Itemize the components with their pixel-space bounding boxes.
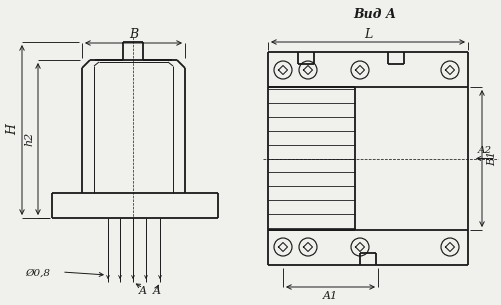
Text: B1: B1 [486,151,496,166]
Text: L: L [363,27,371,41]
Text: A: A [139,286,147,296]
Text: A: A [153,286,161,296]
Text: Ø0,8: Ø0,8 [25,268,50,278]
Text: B: B [129,28,138,41]
Text: Вид А: Вид А [353,8,396,20]
Text: H: H [7,124,20,135]
Text: A2: A2 [477,146,491,155]
Text: A1: A1 [322,291,337,301]
Text: h2: h2 [24,132,34,146]
